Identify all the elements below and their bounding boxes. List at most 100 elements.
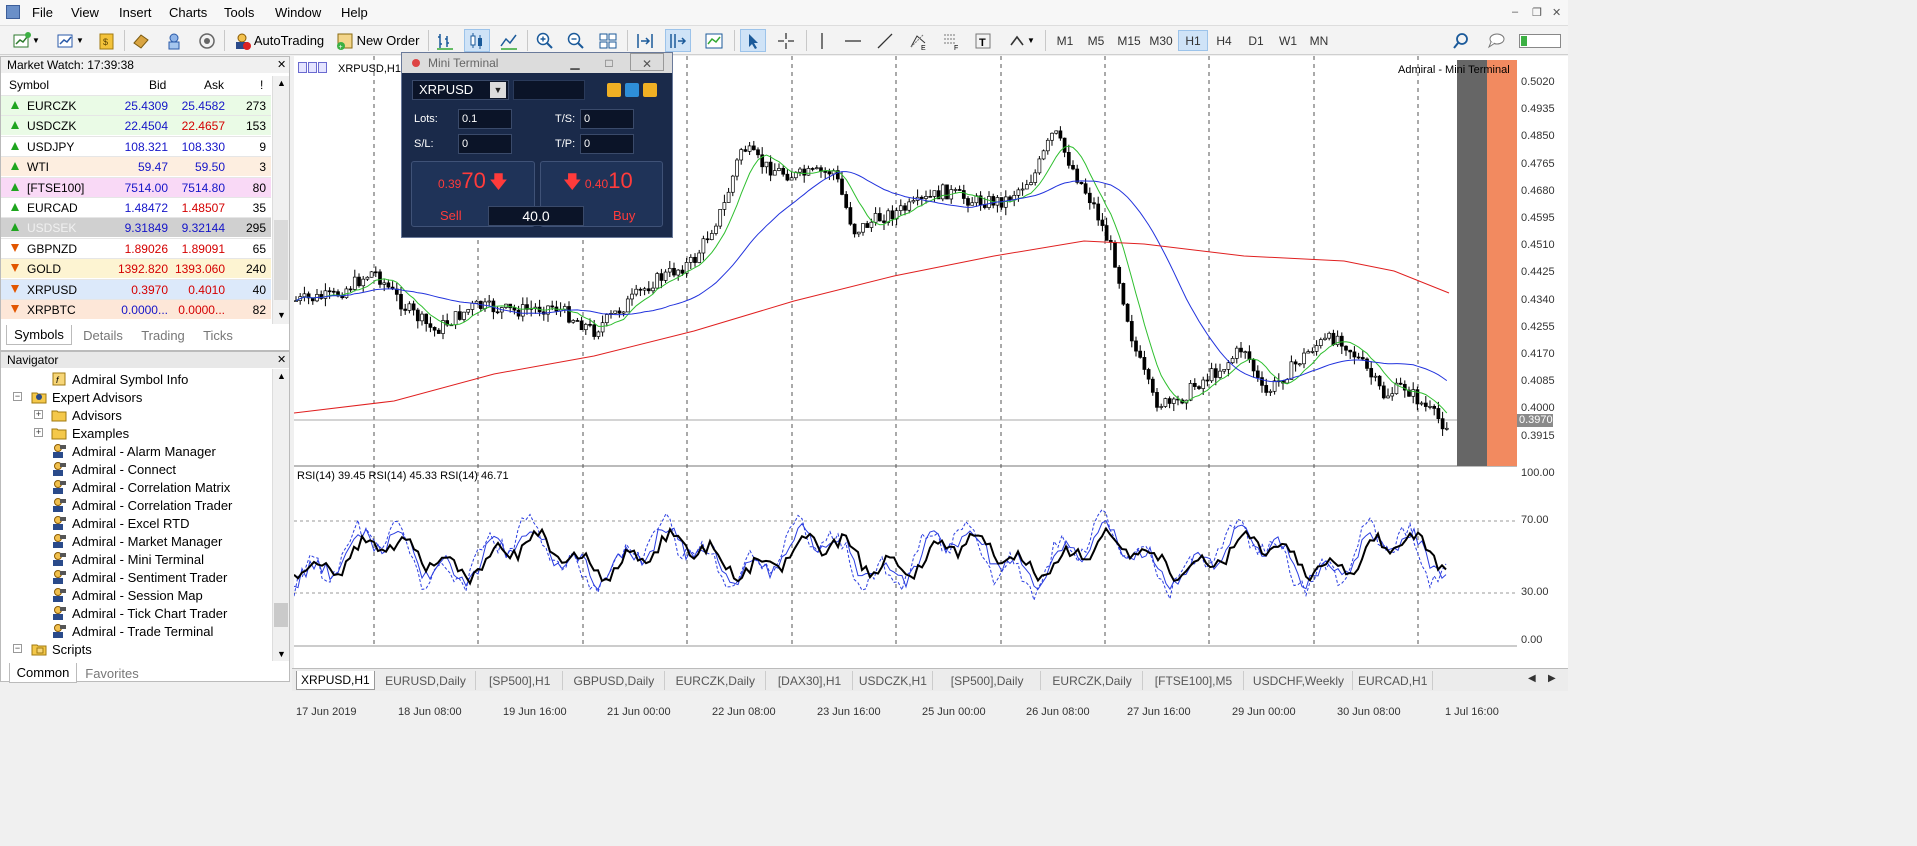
market-watch-row[interactable]: XRPBTC 0.0000... 0.0000... 82 (1, 299, 271, 319)
bar-chart-button[interactable] (433, 29, 457, 52)
tab-symbols[interactable]: Symbols (6, 325, 72, 345)
chevron-down-icon[interactable]: ▼ (490, 82, 506, 98)
minimize-icon[interactable]: – (1512, 6, 1519, 18)
market-watch-row[interactable]: XRPUSD 0.3970 0.4010 40 (1, 278, 271, 299)
col-symbol[interactable]: Symbol (9, 78, 50, 92)
crosshair-button[interactable] (773, 29, 799, 52)
navigator-item[interactable]: Admiral - Excel RTD (51, 514, 190, 532)
navigator-item[interactable]: Admiral - Correlation Matrix (51, 478, 230, 496)
arrows-button[interactable]: ▼ (1003, 29, 1039, 52)
market-watch-row[interactable]: USDCZK 22.4504 22.4657 153 (1, 115, 271, 136)
restore-icon[interactable]: ❐ (1532, 7, 1542, 19)
close-panel-icon[interactable]: ✕ (277, 354, 287, 366)
profiles-button[interactable]: ▼ (52, 29, 88, 52)
navigator-item[interactable]: Admiral - Tick Chart Trader (51, 604, 227, 622)
signals-button[interactable] (196, 29, 218, 52)
sl-input[interactable]: 0 (458, 134, 512, 154)
tabs-scroll-right-icon[interactable]: ▶ (1548, 673, 1556, 684)
market-watch-row[interactable]: GOLD 1392.820 1393.060 240 (1, 258, 271, 279)
navigator-button[interactable] (163, 29, 185, 52)
collapse-icon[interactable]: − (13, 391, 22, 401)
auto-scroll-button[interactable] (633, 29, 657, 52)
cursor-button[interactable] (740, 29, 766, 52)
expand-icon[interactable] (643, 83, 657, 97)
market-watch-row[interactable]: EURCAD 1.48472 1.48507 35 (1, 197, 271, 217)
chart-tab[interactable]: GBPUSD,Daily (564, 671, 665, 690)
navigator-item[interactable]: Admiral - Trade Terminal (51, 622, 213, 640)
fibonacci-retracement-button[interactable]: F (938, 29, 964, 52)
timeframe-mn[interactable]: MN (1309, 33, 1329, 48)
minimize-icon[interactable]: ▁ (570, 56, 580, 70)
navigator-scrollbar[interactable]: ▲ ▼ (272, 369, 289, 661)
timeframe-h4[interactable]: H4 (1216, 33, 1232, 48)
market-watch-row[interactable]: WTI 59.47 59.50 3 (1, 156, 271, 177)
close-panel-icon[interactable]: ✕ (277, 59, 287, 71)
navigator-item[interactable]: Scripts (31, 640, 92, 658)
tabs-scroll-left-icon[interactable]: ◀ (1528, 673, 1536, 684)
col-ask[interactable]: Ask (204, 78, 225, 92)
connection-status[interactable] (1517, 29, 1563, 52)
chart-tab[interactable]: XRPUSD,H1 (296, 671, 375, 690)
close-icon[interactable]: ✕ (630, 53, 664, 71)
menu-insert[interactable]: Insert (119, 5, 152, 20)
chart-tab[interactable]: USDCHF,Weekly (1245, 671, 1353, 690)
col-spread[interactable]: ! (260, 78, 264, 92)
expand-icon[interactable]: + (34, 427, 43, 437)
tab-common[interactable]: Common (9, 663, 77, 683)
data-window-button[interactable] (130, 29, 152, 52)
scroll-down-icon[interactable]: ▼ (277, 649, 286, 659)
indicators-button[interactable] (701, 29, 727, 52)
autotrading-button[interactable]: AutoTrading (230, 29, 326, 52)
candlestick-button[interactable] (464, 29, 490, 52)
tab-trading[interactable]: Trading (141, 327, 185, 343)
menu-file[interactable]: File (32, 5, 53, 20)
chart-tab[interactable]: EURUSD,Daily (376, 671, 477, 690)
timeframe-h1[interactable]: H1 (1178, 30, 1208, 51)
chart-shift-button[interactable] (665, 29, 691, 52)
menu-window[interactable]: Window (275, 5, 322, 20)
timeframe-m30[interactable]: M30 (1149, 33, 1173, 48)
navigator-item[interactable]: Admiral - Market Manager (51, 532, 222, 550)
maximize-icon[interactable]: □ (605, 56, 613, 70)
ts-input[interactable]: 0 (580, 109, 634, 129)
new-order-button[interactable]: + New Order (332, 29, 422, 52)
tile-windows-button[interactable] (596, 29, 620, 52)
tab-favorites[interactable]: Favorites (85, 665, 139, 681)
timeframe-m5[interactable]: M5 (1087, 33, 1105, 48)
expand-icon[interactable]: + (34, 409, 43, 419)
fibonacci-expansion-button[interactable]: E (905, 29, 931, 52)
price-axis[interactable]: 0.5020 0.4935 0.4850 0.4765 0.4680 0.4595 0.45… (1517, 56, 1568, 687)
scroll-down-icon[interactable]: ▼ (277, 310, 286, 320)
mini-terminal-titlebar[interactable]: Mini Terminal ▁ □ ✕ (402, 53, 672, 73)
chart-tab[interactable]: USDCZK,H1 (854, 671, 933, 690)
tab-details[interactable]: Details (83, 327, 123, 343)
scroll-up-icon[interactable]: ▲ (277, 78, 286, 88)
chat-button[interactable] (1483, 29, 1509, 52)
horizontal-line-button[interactable] (842, 29, 864, 52)
chart-tab[interactable]: [FTSE100],M5 (1144, 671, 1245, 690)
navigator-item[interactable]: Admiral - Connect (51, 460, 176, 478)
sell-button[interactable]: 0.3970 🡇 Sell (411, 161, 535, 227)
tab-ticks[interactable]: Ticks (203, 327, 233, 343)
navigator-item[interactable]: Admiral - Correlation Trader (51, 496, 232, 514)
market-watch-row[interactable]: USDJPY 108.321 108.330 9 (1, 135, 271, 156)
col-bid[interactable]: Bid (149, 78, 167, 92)
line-chart-button[interactable] (497, 29, 521, 52)
copy-icon[interactable] (607, 83, 621, 97)
scroll-up-icon[interactable]: ▲ (277, 371, 286, 381)
market-watch-row[interactable]: [FTSE100] 7514.00 7514.80 80 (1, 176, 271, 197)
chart-tab[interactable]: [DAX30],H1 (767, 671, 853, 690)
navigator-item[interactable]: Examples (51, 424, 129, 442)
lots-input[interactable]: 0.1 (458, 109, 512, 129)
mini-terminal-window[interactable]: Mini Terminal ▁ □ ✕ XRPUSD ▼ Lots: 0.1 S… (401, 52, 673, 238)
menu-help[interactable]: Help (341, 5, 368, 20)
chart-tab[interactable]: EURCZK,Daily (1042, 671, 1143, 690)
navigator-item[interactable]: Admiral - Mini Terminal (51, 550, 204, 568)
tp-input[interactable]: 0 (580, 134, 634, 154)
menu-view[interactable]: View (71, 5, 99, 20)
chart-tab[interactable]: EURCZK,Daily (666, 671, 766, 690)
trendline-button[interactable] (874, 29, 896, 52)
chart-tab[interactable]: [SP500],Daily (934, 671, 1042, 690)
scroll-thumb[interactable] (274, 603, 288, 627)
zoom-in-button[interactable] (533, 29, 557, 52)
